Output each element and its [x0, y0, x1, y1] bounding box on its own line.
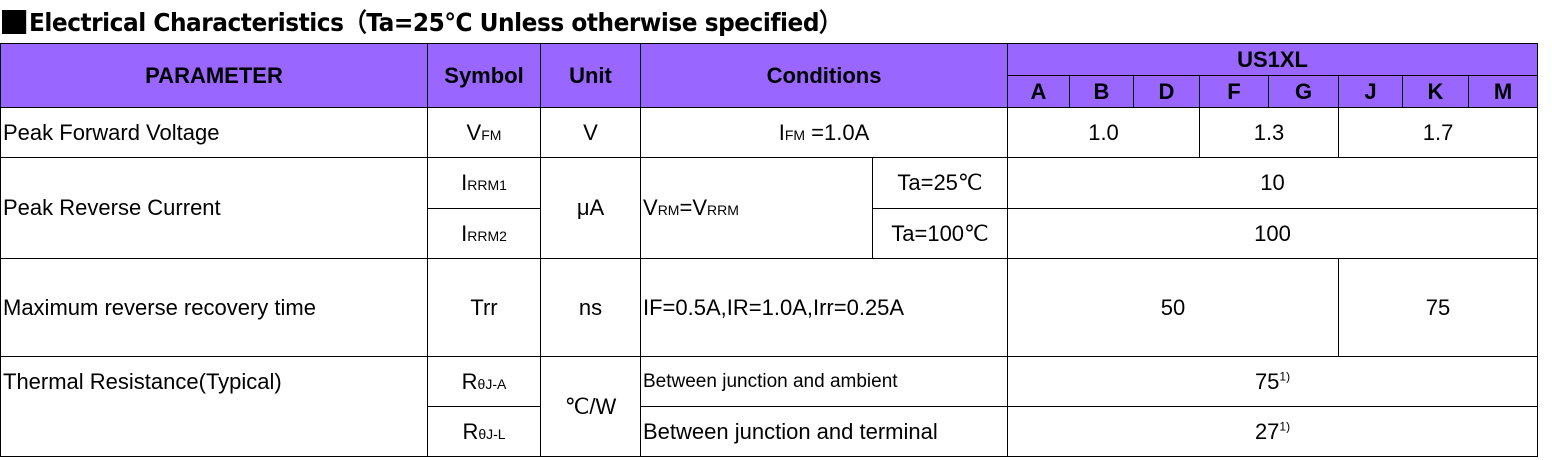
c-rest: =1.0A — [805, 119, 870, 145]
symbol-rja: RθJ-A — [427, 356, 541, 407]
sym: V — [466, 119, 482, 145]
grade-m: M — [1467, 75, 1539, 108]
unit-vf: V — [540, 107, 641, 158]
grade-a: A — [1007, 75, 1070, 108]
table-row: Maximum reverse recovery time Trr ns IF=… — [0, 258, 1539, 357]
sym: R — [461, 368, 478, 394]
param-vf: Peak Forward Voltage — [0, 107, 428, 158]
header-parameter: PARAMETER — [0, 43, 428, 108]
header-conditions: Conditions — [640, 43, 1008, 108]
table-row: Peak Reverse Current IRRM1 μA VRM=VRRM T… — [0, 157, 1539, 259]
grade-f: F — [1199, 75, 1269, 108]
value-rjl: 271) — [1006, 406, 1539, 457]
c2: =V — [679, 195, 707, 220]
sym: I — [461, 220, 468, 246]
param-trr: Maximum reverse recovery time — [0, 258, 428, 357]
value-ir-25: 10 — [1006, 157, 1539, 209]
header-symbol: Symbol — [427, 43, 541, 108]
header-part: US1XL — [1006, 43, 1539, 76]
table-row: Peak Forward Voltage VFM V IFM =1.0A 1.0… — [0, 107, 1539, 158]
unit-ir: μA — [540, 157, 641, 259]
grade-k: K — [1402, 75, 1469, 108]
table-row: RθJ-L Between junction and terminal 271) — [1, 406, 1539, 457]
title-text: Electrical Characteristics（Ta=25℃ Unless… — [28, 8, 842, 37]
cond-ir: VRM=VRRM — [640, 157, 873, 259]
header-row: PARAMETER Symbol Unit Conditions US1XL — [0, 43, 1539, 108]
value-vf-abd: 1.0 — [1007, 107, 1200, 158]
value-ir-100: 100 — [1006, 208, 1539, 259]
cond-terminal: Between junction and terminal — [640, 406, 1008, 457]
header-unit: Unit — [540, 43, 641, 108]
cond-vf: IFM =1.0A — [640, 107, 1008, 158]
temp-100: Ta=100℃ — [872, 208, 1008, 259]
value-trr-jkm: 75 — [1337, 258, 1539, 357]
param-ir: Peak Reverse Current — [0, 157, 428, 259]
c-sub: RM — [657, 202, 680, 218]
v: 27 — [1254, 418, 1280, 444]
symbol-trr: Trr — [427, 258, 541, 357]
symbol-rjl: RθJ-L — [427, 406, 541, 457]
symbol-irrm1: IRRM1 — [427, 157, 541, 209]
table-row: IRRM2 Ta=100℃ 100 — [1, 208, 1539, 259]
symbol-vf: VFM — [427, 107, 541, 158]
c: I — [778, 119, 785, 145]
c: V — [643, 195, 658, 220]
temp-25: Ta=25℃ — [872, 157, 1008, 209]
value-rja: 751) — [1006, 356, 1539, 407]
param-rth: Thermal Resistance(Typical) — [0, 356, 428, 457]
c-sub: FM — [784, 126, 806, 143]
symbol-irrm2: IRRM2 — [427, 208, 541, 259]
footnote-ref: 1) — [1279, 419, 1291, 434]
grade-b: B — [1069, 75, 1134, 108]
c2-sub: RRM — [707, 202, 739, 218]
value-trr-a-g: 50 — [1007, 258, 1339, 357]
value-vf-jkm: 1.7 — [1337, 107, 1539, 158]
sym-sub: θJ-L — [478, 425, 506, 442]
table-row: Thermal Resistance(Typical) RθJ-A ℃/W Be… — [0, 356, 1539, 457]
grade-row: A B D F G J K M — [1, 75, 1539, 108]
sym-sub: θJ-A — [477, 375, 507, 392]
sym: R — [462, 418, 479, 444]
electrical-characteristics-table: PARAMETER Symbol Unit Conditions US1XL A… — [0, 43, 1539, 457]
unit-trr: ns — [540, 258, 641, 357]
sym-sub: FM — [481, 126, 502, 143]
grade-j: J — [1338, 75, 1403, 108]
cond-ambient: Between junction and ambient — [640, 356, 1008, 407]
grade-d: D — [1133, 75, 1200, 108]
grade-g: G — [1268, 75, 1339, 108]
sym: I — [461, 170, 468, 195]
sym-sub: RRM1 — [467, 177, 507, 193]
unit-rth: ℃/W — [540, 356, 641, 457]
footnote-ref: 1) — [1279, 369, 1291, 384]
cond-trr: IF=0.5A,IR=1.0A,Irr=0.25A — [640, 258, 1008, 357]
section-title: Electrical Characteristics（Ta=25℃ Unless… — [2, 3, 842, 39]
value-vf-fg: 1.3 — [1199, 107, 1339, 158]
square-bullet-icon — [2, 10, 27, 34]
sym-sub: RRM2 — [467, 227, 507, 244]
v: 75 — [1254, 368, 1280, 394]
